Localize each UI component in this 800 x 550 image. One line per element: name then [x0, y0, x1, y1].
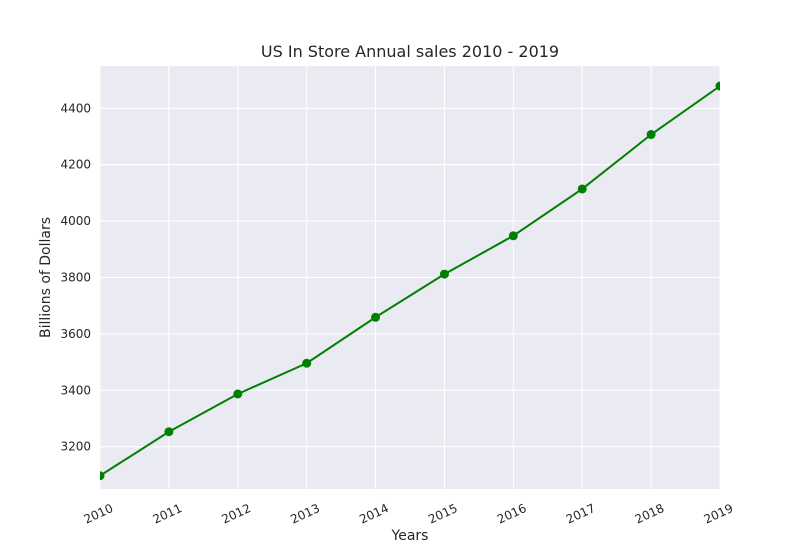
y-tick-label: 3200 — [60, 440, 91, 454]
data-point — [164, 427, 174, 437]
data-point — [233, 389, 243, 399]
y-tick-label: 4400 — [60, 101, 91, 115]
x-tick-label: 2014 — [357, 501, 391, 527]
data-point — [577, 184, 587, 194]
data-series — [100, 81, 720, 481]
x-tick-label: 2013 — [288, 501, 322, 527]
x-tick-label: 2012 — [219, 501, 253, 527]
x-tick-label: 2011 — [151, 501, 185, 527]
data-point — [646, 130, 656, 140]
y-tick-label: 3400 — [60, 383, 91, 397]
data-point — [302, 358, 312, 368]
x-tick-label: 2018 — [633, 501, 667, 527]
x-axis-label: Years — [391, 528, 429, 544]
data-point — [715, 81, 720, 91]
x-tick-label: 2017 — [564, 501, 598, 527]
y-axis-label: Billions of Dollars — [38, 217, 54, 338]
series-line — [100, 85, 720, 477]
data-point — [371, 312, 381, 322]
data-point — [508, 231, 518, 241]
chart-title: US In Store Annual sales 2010 - 2019 — [261, 42, 559, 61]
data-point — [100, 471, 105, 481]
y-axis-ticks: 3200 3400 3600 3800 4000 4200 4400 — [60, 101, 91, 453]
x-tick-label: 2016 — [495, 501, 529, 527]
x-tick-label: 2010 — [82, 501, 116, 527]
x-tick-label: 2019 — [702, 501, 736, 527]
y-tick-label: 4000 — [60, 214, 91, 228]
grid-lines — [99, 66, 721, 489]
y-tick-label: 4200 — [60, 158, 91, 172]
data-point — [439, 269, 449, 279]
x-axis-ticks: 2010 2011 2012 2013 2014 2015 2016 2017 2018 2019 — [82, 501, 736, 527]
y-tick-label: 3800 — [60, 271, 91, 285]
x-tick-label: 2015 — [426, 501, 460, 527]
y-tick-label: 3600 — [60, 327, 91, 341]
